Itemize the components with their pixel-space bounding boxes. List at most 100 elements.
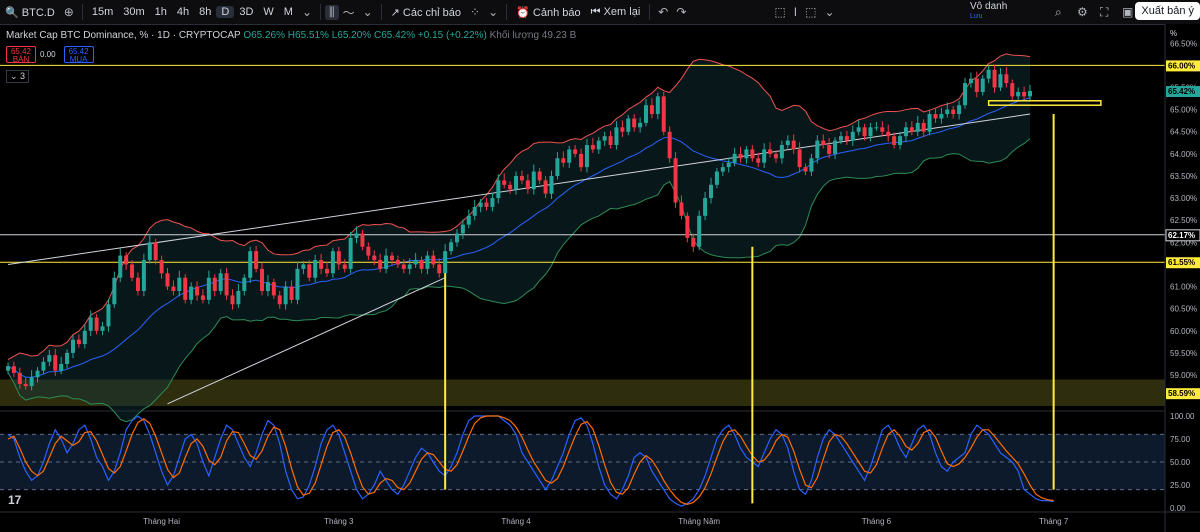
candle-body	[779, 145, 784, 159]
candle-body	[23, 383, 28, 387]
candle-body	[880, 127, 885, 132]
volume-value: 49.23 B	[541, 30, 577, 41]
chart-area[interactable]: 66.50%66.00%65.50%65.00%64.50%64.00%63.5…	[0, 24, 1200, 532]
candle-body	[797, 149, 802, 168]
candle-body	[407, 264, 412, 269]
price-tick-label: 65.00%	[1170, 106, 1197, 115]
rectangle-select-icon[interactable]: ⬚	[774, 5, 786, 19]
candle-body	[791, 140, 796, 150]
candle-body	[224, 273, 229, 296]
candle-body	[295, 268, 300, 300]
highlight-box	[987, 100, 1102, 106]
candle-body	[336, 251, 341, 265]
camera-icon[interactable]: ▣	[1122, 5, 1134, 19]
candle-body	[898, 136, 903, 146]
candle-body	[850, 131, 855, 141]
candle-body	[289, 286, 294, 300]
candle-body	[395, 260, 400, 265]
interval-1d[interactable]: D	[216, 6, 235, 18]
interval-8h[interactable]: 8h	[199, 6, 212, 18]
candle-body	[921, 122, 926, 132]
alert-button[interactable]: ⏰ Cảnh báo	[516, 6, 581, 19]
replay-button[interactable]: ⏮ Xem lại	[590, 5, 641, 18]
candle-chart-icon[interactable]: ⫼	[325, 4, 339, 20]
add-symbol-icon[interactable]: ⊕	[63, 5, 74, 19]
top-toolbar: 🔍 BTC.D ⊕ 15m 30m 1h 4h 8h D 3D W M ⌄ ⫼ …	[0, 0, 1200, 25]
grid-icon[interactable]: ⁘	[470, 5, 481, 19]
candle-body	[6, 366, 10, 371]
time-tick-label: Tháng Hai	[143, 517, 180, 526]
candle-body	[862, 127, 867, 137]
account-area[interactable]: Vô danh Lưu	[970, 2, 1007, 22]
candle-body	[135, 277, 140, 291]
chevron-down-icon[interactable]: ⌄	[488, 5, 499, 19]
candle-body	[65, 352, 70, 364]
candle-body	[708, 184, 713, 199]
chevron-down-icon[interactable]: ⌄	[362, 5, 373, 19]
candle-body	[82, 330, 87, 345]
fullscreen-icon[interactable]: ⛶	[1100, 5, 1109, 19]
candle-body	[1016, 91, 1021, 97]
stoch-d-line	[7, 415, 1054, 505]
price-label: 66.00%	[1168, 61, 1195, 70]
candle-body	[17, 372, 22, 384]
interval-1h[interactable]: 1h	[154, 6, 167, 18]
interval-1w[interactable]: W	[263, 6, 274, 18]
candle-body	[319, 260, 324, 269]
redo-icon[interactable]: ↷	[676, 5, 687, 19]
line-chart-icon[interactable]: 〜	[342, 5, 355, 20]
candle-body	[584, 145, 589, 168]
candle-body	[147, 242, 152, 261]
candle-body	[756, 158, 761, 163]
text-cursor-icon[interactable]: I	[793, 5, 798, 19]
candle-body	[29, 377, 34, 387]
candle-body	[549, 175, 554, 194]
buy-button[interactable]: 65.42 MUA	[63, 46, 94, 64]
candle-body	[998, 74, 1003, 88]
price-tick-label: 64.50%	[1170, 128, 1197, 137]
search-icon[interactable]: ⌕	[1055, 5, 1062, 19]
chevron-down-icon[interactable]: ⌄	[824, 5, 835, 19]
price-label-box	[1166, 388, 1200, 400]
candle-body	[732, 153, 737, 163]
candle-body	[620, 127, 625, 132]
separator	[380, 4, 382, 20]
publish-button[interactable]: Xuất bản ý	[1135, 2, 1200, 20]
candle-body	[927, 114, 932, 132]
candle-body	[366, 246, 371, 256]
interval-4h[interactable]: 4h	[176, 6, 190, 18]
interval-30m[interactable]: 30m	[123, 6, 145, 18]
price-label-box	[1166, 86, 1200, 98]
chevron-down-icon[interactable]: ⌄	[301, 5, 313, 19]
collapse-indicators-button[interactable]: ⌄ 3	[6, 70, 30, 83]
stoch-band-fill	[0, 434, 1165, 490]
indicators-button[interactable]: ↗ Các chỉ báo	[390, 6, 462, 19]
candle-body	[909, 127, 914, 132]
candle-body	[70, 339, 75, 353]
time-tick-label: Tháng Năm	[678, 517, 720, 526]
candle-body	[968, 78, 973, 84]
candle-body	[265, 282, 270, 291]
candle-body	[271, 282, 276, 296]
candle-body	[744, 149, 749, 159]
candle-body	[419, 260, 424, 269]
candle-body	[1028, 91, 1032, 97]
gear-icon[interactable]: ⚙	[1077, 5, 1088, 19]
candle-body	[726, 162, 731, 168]
interval-15m[interactable]: 15m	[91, 6, 114, 18]
candle-body	[124, 255, 129, 265]
candle-body	[183, 277, 188, 300]
legend-title: Market Cap BTC Dominance, % · 1D · CRYPT…	[6, 30, 241, 41]
symbol-search[interactable]: 🔍 BTC.D	[5, 6, 55, 19]
frame-icon[interactable]: ⬚	[805, 5, 817, 19]
candle-body	[460, 224, 465, 234]
interval-3d[interactable]: 3D	[239, 6, 254, 18]
sell-button[interactable]: 65.42 BÁN	[6, 46, 36, 64]
candle-body	[537, 171, 542, 181]
interval-1m[interactable]: M	[283, 6, 293, 18]
candle-body	[673, 158, 678, 203]
undo-icon[interactable]: ↶	[658, 5, 669, 19]
candle-body	[508, 184, 513, 190]
candle-body	[720, 167, 725, 172]
candle-body	[431, 255, 436, 265]
